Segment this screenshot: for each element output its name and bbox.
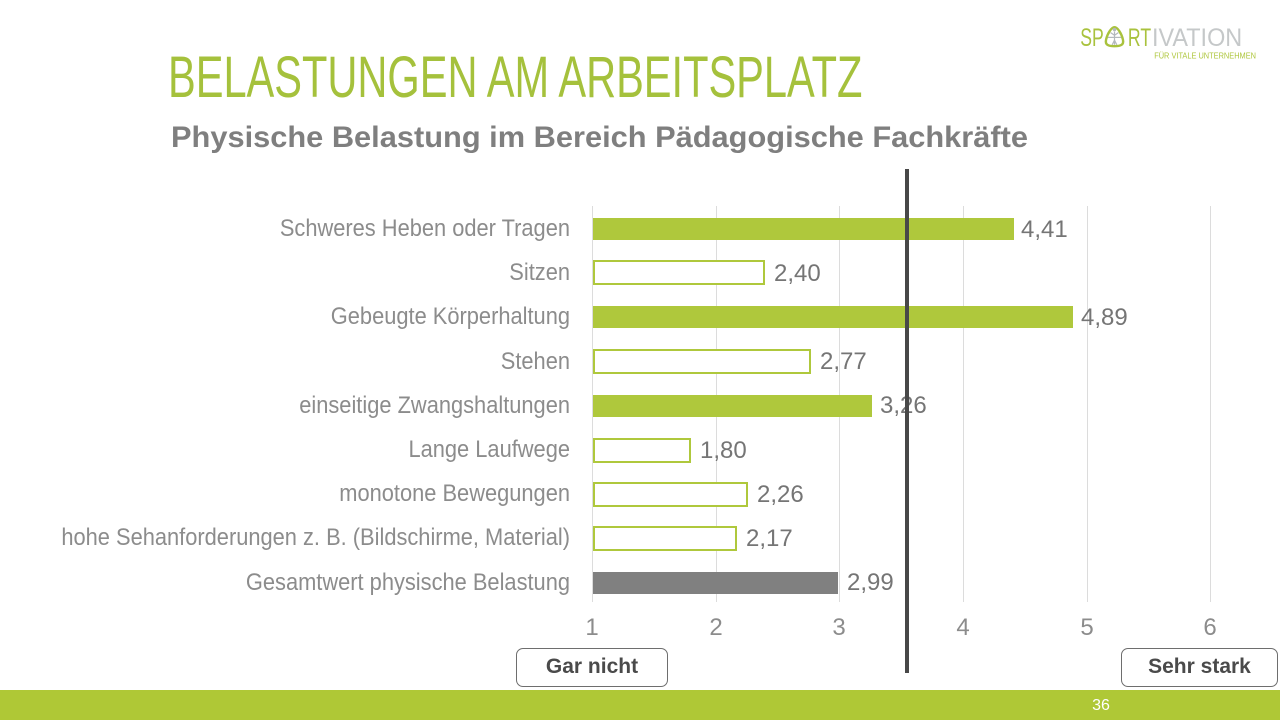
svg-text:FÜR VITALE UNTERNEHMEN: FÜR VITALE UNTERNEHMEN	[1154, 50, 1256, 60]
svg-text:RT: RT	[1128, 25, 1151, 52]
svg-text:SP: SP	[1080, 25, 1104, 52]
svg-text:IVATION: IVATION	[1152, 25, 1242, 52]
